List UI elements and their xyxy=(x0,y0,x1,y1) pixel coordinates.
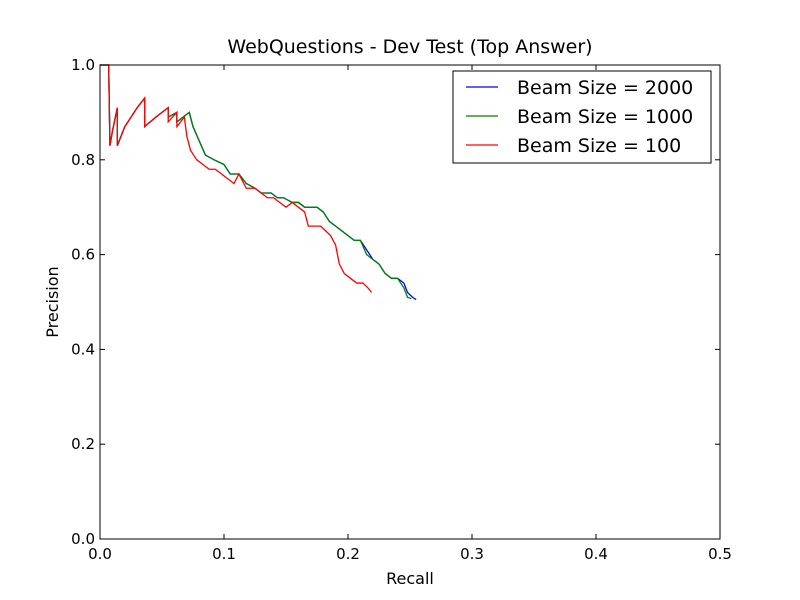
x-tick-label: 0.2 xyxy=(336,545,360,563)
x-axis: 0.0 0.1 0.2 0.3 0.4 0.5 xyxy=(88,65,732,563)
y-tick-label: 0.6 xyxy=(71,246,95,264)
series-line-1 xyxy=(100,64,412,300)
legend-label-0: Beam Size = 2000 xyxy=(517,77,693,99)
x-tick-label: 0.0 xyxy=(88,545,112,563)
series-line-0 xyxy=(100,64,417,301)
y-tick-label: 0.8 xyxy=(71,151,95,169)
y-tick-label: 0.0 xyxy=(71,530,95,548)
x-tick-label: 0.5 xyxy=(708,545,732,563)
y-axis: 0.0 0.2 0.4 0.6 0.8 1.0 xyxy=(71,56,720,548)
y-tick-label: 0.2 xyxy=(71,435,95,453)
series-line-2 xyxy=(100,64,373,293)
plot-frame xyxy=(99,64,721,540)
y-tick-label: 0.4 xyxy=(71,340,95,358)
x-axis-label: Recall xyxy=(386,569,434,588)
legend-frame xyxy=(452,70,712,164)
legend: Beam Size = 2000 Beam Size = 1000 Beam Siz… xyxy=(452,70,712,164)
legend-label-2: Beam Size = 100 xyxy=(517,135,681,157)
x-tick-label: 0.3 xyxy=(460,545,484,563)
y-axis-label: Precision xyxy=(43,266,62,337)
x-tick-label: 0.4 xyxy=(584,545,608,563)
y-tick-label: 1.0 xyxy=(71,56,95,74)
legend-label-1: Beam Size = 1000 xyxy=(517,106,693,128)
chart-title: WebQuestions - Dev Test (Top Answer) xyxy=(227,36,592,58)
plot-series-group xyxy=(100,64,417,301)
x-tick-label: 0.1 xyxy=(212,545,236,563)
